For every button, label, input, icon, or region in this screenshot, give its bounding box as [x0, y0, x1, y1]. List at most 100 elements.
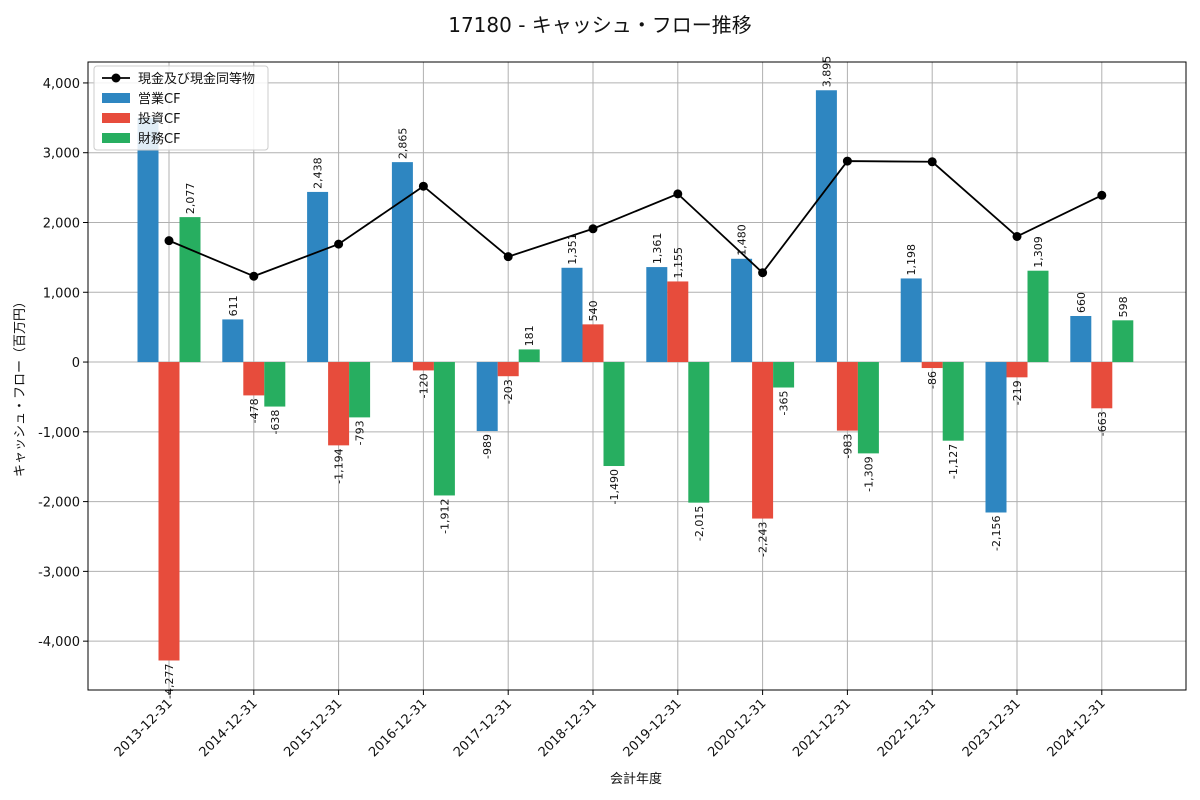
bar-1-7	[752, 362, 774, 519]
bar-2-1	[264, 362, 286, 407]
y-tick-label: -4,000	[38, 635, 80, 650]
data-label-1-1: -478	[248, 398, 261, 423]
bar-2-4	[518, 349, 540, 363]
bar-2-0	[179, 217, 201, 363]
bar-0-10	[985, 362, 1007, 513]
legend-marker	[111, 73, 121, 83]
cash-line-point	[334, 239, 344, 249]
y-tick-label: 0	[72, 356, 80, 371]
bar-2-2	[349, 362, 371, 418]
x-tick-label: 2022-12-31	[875, 696, 939, 760]
data-label-2-9: -1,127	[947, 444, 960, 479]
data-label-0-4: -989	[481, 434, 494, 459]
bar-1-9	[921, 362, 943, 369]
x-tick-label: 2019-12-31	[621, 696, 685, 760]
cash-line-point	[249, 271, 259, 281]
data-labels: 611 2,438 2,865 -989 1,351 1,361 1,480 3,895 1,1…	[163, 56, 1130, 699]
data-label-2-2: -793	[354, 420, 367, 445]
bar-1-0	[158, 362, 180, 661]
data-label-2-4: 181	[523, 325, 536, 346]
x-tick-label: 2018-12-31	[536, 696, 600, 760]
bar-1-8	[836, 362, 858, 431]
bar-2-11	[1112, 320, 1134, 363]
cash-line-point	[1097, 190, 1107, 200]
data-label-0-3: 2,865	[396, 128, 409, 160]
data-label-1-7: -2,243	[757, 522, 770, 557]
cash-line-point	[503, 252, 513, 262]
bar-0-8	[815, 90, 837, 363]
x-tick-label: 2024-12-31	[1045, 696, 1109, 760]
legend-box	[93, 65, 269, 151]
data-label-1-9: -86	[926, 371, 939, 389]
cash-line-point	[588, 224, 598, 234]
bar-0-11	[1070, 315, 1092, 363]
legend-label: 現金及び現金同等物	[138, 71, 255, 87]
bar-0-2	[307, 191, 329, 363]
data-label-0-10: -2,156	[990, 515, 1003, 550]
data-label-1-11: -663	[1096, 411, 1109, 436]
bar-0-9	[900, 278, 922, 363]
data-label-2-3: -1,912	[438, 498, 451, 533]
bar-0-4	[476, 362, 498, 432]
data-label-1-8: -983	[841, 434, 854, 459]
legend-bar-swatch	[102, 93, 130, 103]
x-tick-label: 2023-12-31	[960, 696, 1024, 760]
x-axis-label: 会計年度	[610, 771, 662, 787]
bar-1-4	[497, 362, 519, 377]
data-label-1-3: -120	[417, 373, 430, 398]
y-axis-label: キャッシュ・フロー（百万円）	[13, 295, 28, 477]
bar-2-5	[603, 362, 625, 467]
data-label-2-8: -1,309	[862, 456, 875, 491]
bar-0-3	[391, 162, 413, 363]
data-label-0-2: 2,438	[312, 157, 325, 189]
x-tick-label: 2014-12-31	[197, 696, 261, 760]
data-label-2-7: -365	[778, 391, 791, 416]
data-label-2-5: -1,490	[608, 469, 621, 504]
cash-line-point	[1012, 231, 1022, 241]
bar-1-3	[412, 362, 434, 371]
data-label-0-9: 1,198	[905, 244, 918, 276]
y-tick-label: 3,000	[43, 147, 80, 162]
bar-1-5	[582, 324, 604, 363]
y-tick-label: 1,000	[43, 286, 80, 301]
bar-2-10	[1027, 270, 1049, 363]
data-label-1-4: -203	[502, 379, 515, 404]
bar-2-6	[688, 362, 710, 503]
legend-label: 財務CF	[138, 132, 181, 147]
cash-line-point	[842, 156, 852, 166]
bar-0-6	[646, 267, 668, 363]
cash-line-point	[673, 189, 683, 199]
bar-0-5	[561, 267, 583, 363]
x-tick-label: 2021-12-31	[790, 696, 854, 760]
bar-0-7	[731, 258, 753, 363]
cash-line-point	[927, 157, 937, 167]
chart-title: 17180 - キャッシュ・フロー推移	[448, 13, 752, 37]
bar-2-9	[942, 362, 964, 441]
x-tick-label: 2013-12-31	[112, 696, 176, 760]
cash-line-point	[418, 181, 428, 191]
data-label-0-7: 1,480	[736, 224, 749, 256]
bars	[137, 90, 1134, 661]
legend-label: 投資CF	[138, 111, 181, 127]
data-label-2-6: -2,015	[693, 506, 706, 541]
cash-line-point	[758, 268, 768, 278]
data-label-1-10: -219	[1011, 380, 1024, 405]
data-label-1-2: -1,194	[333, 448, 346, 483]
x-tick-label: 2020-12-31	[705, 696, 769, 760]
y-tick-label: -1,000	[38, 426, 80, 441]
x-tick-label: 2016-12-31	[366, 696, 430, 760]
data-label-2-0: 2,077	[184, 183, 197, 215]
cash-line-path	[168, 160, 1103, 278]
bar-2-7	[773, 362, 795, 388]
data-label-2-10: 1,309	[1032, 236, 1045, 268]
plot-frame	[87, 61, 1187, 691]
cash-line	[164, 156, 1107, 281]
data-label-1-6: 1,155	[672, 247, 685, 279]
y-tick-label: 2,000	[43, 216, 80, 231]
data-label-0-5: 1,351	[566, 233, 579, 265]
bar-1-10	[1006, 362, 1028, 378]
cash-line-point	[164, 236, 174, 246]
data-label-0-6: 1,361	[651, 233, 664, 265]
